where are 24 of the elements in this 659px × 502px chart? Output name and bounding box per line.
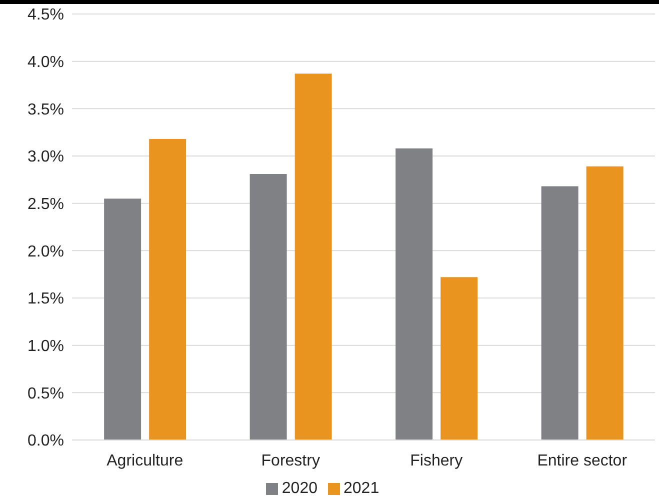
bar: [149, 138, 186, 440]
x-tick-label: Entire sector: [537, 452, 628, 470]
bar: [104, 198, 142, 440]
legend-label: 2021: [344, 480, 380, 497]
y-tick-label: 0.0%: [28, 432, 64, 450]
bar: [541, 186, 578, 440]
y-tick-label: 2.0%: [28, 243, 64, 260]
legend-label: 2020: [282, 480, 318, 497]
y-tick-label: 1.0%: [28, 338, 64, 356]
y-tick-label: 3.5%: [28, 101, 64, 118]
y-tick-label: 4.0%: [28, 54, 64, 72]
y-tick-label: 1.5%: [28, 290, 64, 308]
bar: [250, 174, 287, 440]
bar: [440, 277, 478, 440]
x-tick-label: Agriculture: [106, 452, 184, 470]
bar: [586, 166, 624, 440]
x-tick-label: Forestry: [261, 452, 320, 470]
y-tick-label: 2.5%: [28, 196, 64, 214]
bar: [396, 148, 433, 440]
y-tick-label: 3.0%: [28, 148, 64, 166]
bar: [294, 74, 332, 440]
y-tick-label: 4.5%: [28, 6, 64, 24]
x-tick-label: Fishery: [410, 452, 463, 470]
y-tick-label: 0.5%: [28, 385, 64, 402]
